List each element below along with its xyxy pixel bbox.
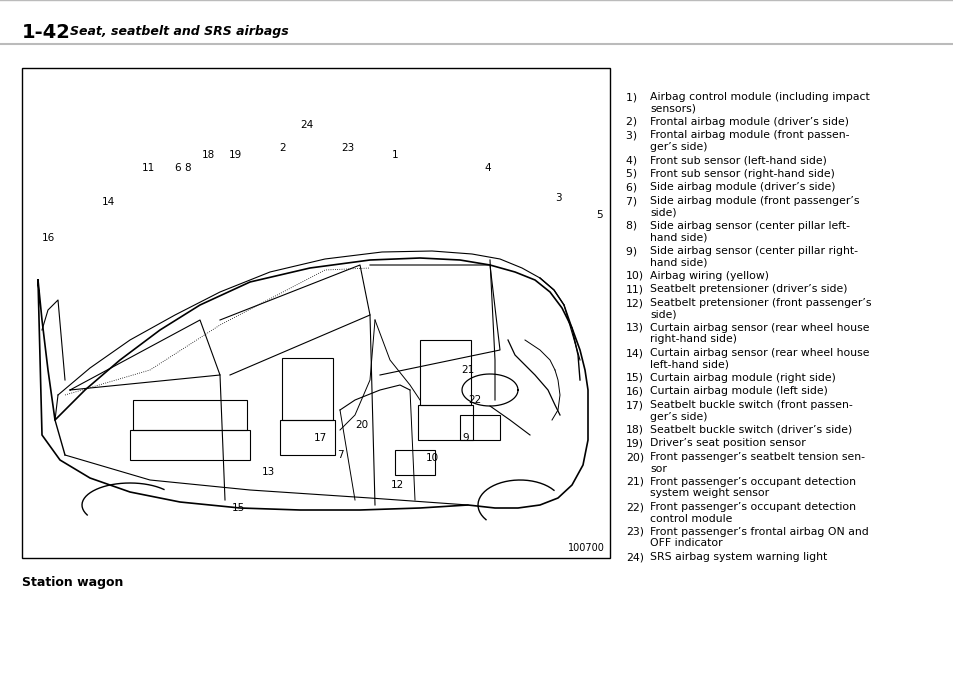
Text: Curtain airbag module (right side): Curtain airbag module (right side) <box>649 373 835 383</box>
Text: 20: 20 <box>355 420 368 430</box>
Bar <box>459 415 499 440</box>
Text: Frontal airbag module (driver’s side): Frontal airbag module (driver’s side) <box>649 117 848 127</box>
Text: control module: control module <box>649 514 732 524</box>
Text: Side airbag sensor (center pillar left-: Side airbag sensor (center pillar left- <box>649 221 849 231</box>
Text: 19: 19 <box>228 150 241 160</box>
Text: 11: 11 <box>141 163 154 173</box>
Text: 13): 13) <box>625 323 643 333</box>
Text: 13: 13 <box>261 467 274 477</box>
Text: 7: 7 <box>336 450 343 460</box>
Text: 14: 14 <box>101 197 114 207</box>
Text: 17): 17) <box>625 400 643 410</box>
Bar <box>130 430 250 460</box>
Text: Front sub sensor (left-hand side): Front sub sensor (left-hand side) <box>649 156 826 166</box>
Text: 24): 24) <box>625 552 643 562</box>
Text: 21: 21 <box>461 365 475 375</box>
Text: 1-42: 1-42 <box>22 22 71 42</box>
Text: 10): 10) <box>625 271 643 281</box>
Text: Curtain airbag sensor (rear wheel house: Curtain airbag sensor (rear wheel house <box>649 348 868 358</box>
Text: Front passenger’s occupant detection: Front passenger’s occupant detection <box>649 502 855 512</box>
Text: Airbag control module (including impact: Airbag control module (including impact <box>649 92 869 102</box>
Text: 5: 5 <box>596 210 602 220</box>
Bar <box>395 450 435 475</box>
Text: hand side): hand side) <box>649 257 707 268</box>
Text: Seatbelt buckle switch (front passen-: Seatbelt buckle switch (front passen- <box>649 400 852 410</box>
Text: ger’s side): ger’s side) <box>649 142 707 152</box>
Text: right-hand side): right-hand side) <box>649 334 737 344</box>
Text: Driver’s seat position sensor: Driver’s seat position sensor <box>649 439 805 448</box>
Text: 12): 12) <box>625 298 643 308</box>
Bar <box>417 405 473 440</box>
Text: 9: 9 <box>462 433 469 443</box>
Text: 24: 24 <box>300 120 314 130</box>
Text: 6: 6 <box>174 163 181 173</box>
Text: ger’s side): ger’s side) <box>649 412 707 421</box>
Bar <box>282 358 333 420</box>
Text: Seatbelt pretensioner (front passenger’s: Seatbelt pretensioner (front passenger’s <box>649 298 871 308</box>
Text: 7): 7) <box>625 196 647 206</box>
Text: Front sub sensor (right-hand side): Front sub sensor (right-hand side) <box>649 169 834 179</box>
Text: 1): 1) <box>625 92 647 102</box>
Text: 20): 20) <box>625 452 643 462</box>
Text: Seat, seatbelt and SRS airbags: Seat, seatbelt and SRS airbags <box>70 26 289 38</box>
Text: Side airbag module (front passenger’s: Side airbag module (front passenger’s <box>649 196 859 206</box>
Text: 2: 2 <box>279 143 286 153</box>
Text: Front passenger’s occupant detection: Front passenger’s occupant detection <box>649 477 855 487</box>
Text: 14): 14) <box>625 348 643 358</box>
Text: side): side) <box>649 208 676 218</box>
Text: Frontal airbag module (front passen-: Frontal airbag module (front passen- <box>649 131 848 140</box>
Bar <box>419 340 471 405</box>
Text: 10: 10 <box>425 453 438 463</box>
Text: OFF indicator: OFF indicator <box>649 539 721 549</box>
Text: 16: 16 <box>41 233 54 243</box>
Text: 21): 21) <box>625 477 643 487</box>
Text: system weight sensor: system weight sensor <box>649 489 768 499</box>
Text: 100700: 100700 <box>568 543 604 553</box>
Text: Curtain airbag module (left side): Curtain airbag module (left side) <box>649 386 827 396</box>
Text: Curtain airbag sensor (rear wheel house: Curtain airbag sensor (rear wheel house <box>649 323 868 333</box>
Text: 3): 3) <box>625 131 647 140</box>
Text: 4): 4) <box>625 156 647 166</box>
Text: sor: sor <box>649 464 666 474</box>
Text: 3: 3 <box>554 193 560 203</box>
Text: Station wagon: Station wagon <box>22 576 123 589</box>
Text: Side airbag module (driver’s side): Side airbag module (driver’s side) <box>649 183 835 193</box>
Text: 19): 19) <box>625 439 643 448</box>
Text: Front passenger’s seatbelt tension sen-: Front passenger’s seatbelt tension sen- <box>649 452 864 462</box>
Bar <box>22 68 609 558</box>
Text: 22): 22) <box>625 502 643 512</box>
Text: 1: 1 <box>392 150 398 160</box>
Text: 2): 2) <box>625 117 647 127</box>
Text: Airbag wiring (yellow): Airbag wiring (yellow) <box>649 271 768 281</box>
Text: 6): 6) <box>625 183 647 193</box>
Text: 15): 15) <box>625 373 643 383</box>
Text: 23): 23) <box>625 527 643 537</box>
Text: 23: 23 <box>341 143 355 153</box>
Bar <box>280 420 335 455</box>
Text: Front passenger’s frontal airbag ON and: Front passenger’s frontal airbag ON and <box>649 527 868 537</box>
Text: hand side): hand side) <box>649 233 707 243</box>
Text: 11): 11) <box>625 284 643 295</box>
Text: 9): 9) <box>625 246 647 256</box>
Text: 4: 4 <box>484 163 491 173</box>
Text: 17: 17 <box>313 433 326 443</box>
Text: 18): 18) <box>625 425 643 435</box>
Text: 18: 18 <box>201 150 214 160</box>
Text: Seatbelt buckle switch (driver’s side): Seatbelt buckle switch (driver’s side) <box>649 425 851 435</box>
Text: 12: 12 <box>390 480 403 490</box>
Text: 22: 22 <box>468 395 481 405</box>
Text: Seatbelt pretensioner (driver’s side): Seatbelt pretensioner (driver’s side) <box>649 284 846 295</box>
Text: 5): 5) <box>625 169 647 179</box>
Text: left-hand side): left-hand side) <box>649 359 728 369</box>
Text: 8: 8 <box>185 163 192 173</box>
Text: 8): 8) <box>625 221 647 231</box>
Text: SRS airbag system warning light: SRS airbag system warning light <box>649 552 826 562</box>
Text: 15: 15 <box>232 503 244 513</box>
Text: side): side) <box>649 309 676 319</box>
Text: 16): 16) <box>625 386 643 396</box>
Text: Side airbag sensor (center pillar right-: Side airbag sensor (center pillar right- <box>649 246 857 256</box>
Text: sensors): sensors) <box>649 104 696 113</box>
Bar <box>132 400 247 430</box>
